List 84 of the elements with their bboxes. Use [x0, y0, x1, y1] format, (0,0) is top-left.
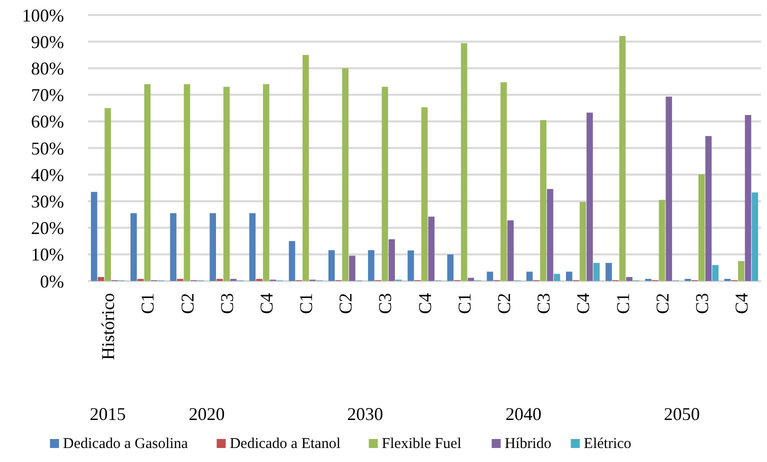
x-tick-label: C2: [177, 293, 198, 314]
bar: [210, 213, 216, 281]
text: 2015: [90, 404, 126, 424]
bar: [368, 250, 374, 281]
bar: [507, 220, 514, 281]
y-tick-label: 90%: [31, 32, 64, 52]
bar: [486, 272, 494, 281]
bar: [382, 86, 388, 281]
y-tick-label: 20%: [31, 218, 64, 238]
x-tick-label: C2: [652, 293, 672, 314]
bar: [104, 108, 111, 281]
bar: [342, 68, 348, 281]
text: 2030: [347, 404, 384, 424]
y-tick-label: 80%: [31, 58, 64, 78]
x-tick-label: C4: [414, 293, 435, 314]
bar: [580, 202, 586, 281]
bar: [554, 274, 560, 281]
legend-label: Híbrido: [504, 436, 552, 452]
legend-label: Dedicado a Etanol: [230, 436, 340, 452]
bar: [698, 174, 705, 281]
x-tick-label: C4: [732, 293, 752, 314]
y-tick-label: 50%: [31, 138, 64, 158]
y-tick-label: 10%: [31, 244, 64, 265]
y-tick-label: 70%: [31, 85, 64, 106]
legend-label: Elétrico: [584, 436, 632, 452]
bar: [223, 86, 230, 281]
text: 2020: [188, 404, 225, 424]
bar: [170, 213, 176, 281]
bar: [540, 120, 546, 281]
bar: [606, 262, 612, 281]
bar: [658, 200, 666, 281]
y-tick-label: 40%: [31, 164, 64, 185]
y-tick-label: 100%: [22, 5, 64, 26]
bar: [388, 239, 395, 281]
bar: [130, 213, 137, 281]
bar: [349, 256, 356, 281]
bar: [421, 107, 428, 281]
bar: [460, 43, 468, 281]
x-tick-label: C4: [256, 293, 276, 314]
x-tick-label: C3: [534, 293, 554, 314]
bar: [144, 84, 151, 281]
x-tick-label: C4: [573, 293, 594, 314]
bar: [593, 262, 600, 281]
bar: [712, 265, 718, 281]
bar: [619, 36, 626, 281]
bar: [408, 250, 414, 281]
bar: [328, 250, 335, 281]
bar: [428, 216, 435, 281]
x-tick-label: C3: [216, 293, 237, 314]
bar: [184, 84, 190, 281]
bar: [302, 54, 309, 281]
bar: [546, 188, 554, 281]
text: 2050: [664, 404, 700, 424]
y-tick-label: 30%: [31, 192, 64, 212]
x-tick-label: C1: [454, 293, 474, 314]
bar: [666, 96, 672, 281]
bar: [447, 254, 454, 281]
bar: [98, 277, 104, 281]
bar: [705, 136, 712, 281]
x-tick-label: C3: [692, 293, 712, 314]
bar: [90, 192, 98, 281]
x-tick-label: C1: [138, 293, 158, 314]
bar: [566, 272, 572, 281]
legend-label: Dedicado a Gasolina: [63, 436, 188, 452]
bar: [249, 213, 256, 281]
bar: [500, 82, 507, 281]
y-tick-label: 60%: [31, 112, 64, 132]
bar: [752, 192, 758, 281]
bar: [744, 115, 752, 281]
x-tick-label: C1: [612, 293, 633, 314]
x-tick-label: C2: [336, 293, 356, 314]
x-tick-label: C3: [375, 293, 396, 314]
bar: [626, 277, 632, 281]
y-tick-label: 0%: [40, 271, 64, 292]
bar: [738, 261, 744, 281]
bar: [288, 241, 296, 281]
x-tick-label: C1: [296, 293, 316, 314]
legend-label: Flexible Fuel: [382, 436, 462, 452]
bar: [526, 272, 533, 281]
bar: [262, 84, 270, 281]
x-tick-label: C2: [494, 293, 514, 314]
x-tick-label: Histórico: [98, 293, 118, 360]
bar: [586, 112, 593, 281]
text: 2040: [505, 404, 542, 424]
